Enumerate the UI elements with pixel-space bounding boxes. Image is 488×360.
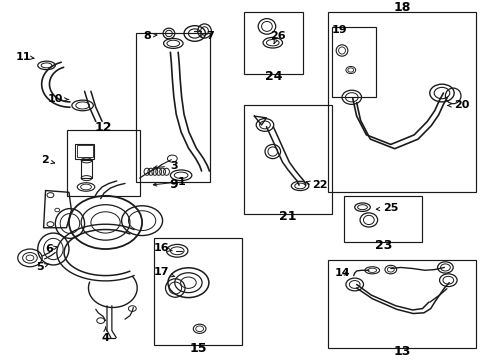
Bar [243, 105, 331, 213]
Text: 25: 25 [376, 203, 398, 213]
Bar [75, 144, 94, 159]
Text: 8: 8 [143, 31, 157, 41]
Bar [344, 196, 422, 242]
Text: 22: 22 [306, 180, 327, 190]
Text: 10: 10 [47, 94, 68, 104]
Text: 15: 15 [189, 342, 206, 355]
Text: 7: 7 [199, 31, 214, 41]
Text: 20: 20 [447, 100, 468, 111]
Text: 17: 17 [154, 267, 175, 277]
Bar [66, 130, 140, 196]
Text: 11: 11 [15, 52, 34, 62]
Text: 23: 23 [374, 239, 391, 252]
Text: 24: 24 [264, 70, 282, 83]
Bar [81, 161, 92, 178]
Text: 5: 5 [36, 262, 49, 272]
Bar [77, 145, 93, 157]
Text: 9: 9 [169, 178, 177, 191]
Text: 6: 6 [45, 244, 57, 254]
Bar [331, 27, 375, 96]
Text: 16: 16 [154, 243, 172, 253]
Text: 26: 26 [269, 31, 285, 44]
Bar [154, 238, 242, 345]
Text: 14: 14 [333, 268, 349, 278]
Text: 3: 3 [154, 161, 177, 171]
Text: 18: 18 [393, 1, 410, 14]
Text: 2: 2 [41, 156, 54, 165]
Text: 1: 1 [153, 177, 184, 187]
Bar [328, 12, 475, 192]
Text: 12: 12 [95, 121, 112, 134]
Text: 19: 19 [331, 25, 346, 35]
Text: 13: 13 [393, 345, 410, 357]
Bar [243, 12, 303, 73]
Text: 21: 21 [279, 210, 296, 223]
Text: 4: 4 [102, 327, 109, 343]
Bar [136, 33, 210, 182]
Bar [328, 260, 475, 348]
